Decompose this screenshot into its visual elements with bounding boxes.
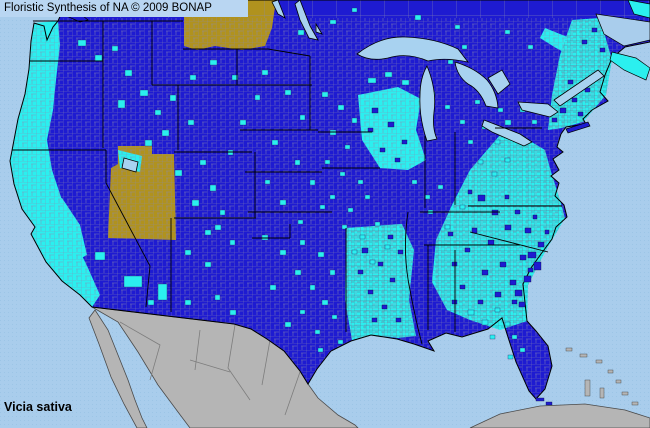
lake-manitoba — [315, 22, 323, 35]
map-title: Floristic Synthesis of NA © 2009 BONAP — [4, 2, 212, 14]
lake-winnipegosis — [271, 0, 286, 19]
lake-winnipeg — [294, 0, 319, 41]
lake-superior — [356, 36, 469, 63]
great-lakes — [121, 0, 605, 173]
great-salt-lake — [121, 157, 139, 173]
region-nova-scotia — [609, 51, 650, 81]
st-lawrence-river — [553, 69, 605, 107]
species-label: Vicia sativa — [4, 400, 72, 414]
lake-ontario — [517, 101, 559, 118]
scattered-blue-counties — [357, 27, 606, 406]
map-title-bar: Floristic Synthesis of NA © 2009 BONAP — [0, 0, 248, 17]
state-borders — [12, 20, 562, 345]
gulf-of-st-lawrence — [595, 13, 650, 47]
region-baja-california — [88, 309, 148, 428]
southeast-fine-county-texture — [432, 135, 565, 330]
lake-huron — [454, 61, 511, 109]
region-mexico — [88, 306, 359, 428]
lake-erie — [481, 119, 533, 147]
bahamas-islands — [565, 347, 639, 406]
scattered-cyan-counties — [57, 5, 546, 360]
region-cuba — [469, 403, 650, 428]
lake-michigan — [419, 65, 438, 142]
long-island — [565, 121, 591, 134]
region-newfoundland — [627, 0, 650, 19]
